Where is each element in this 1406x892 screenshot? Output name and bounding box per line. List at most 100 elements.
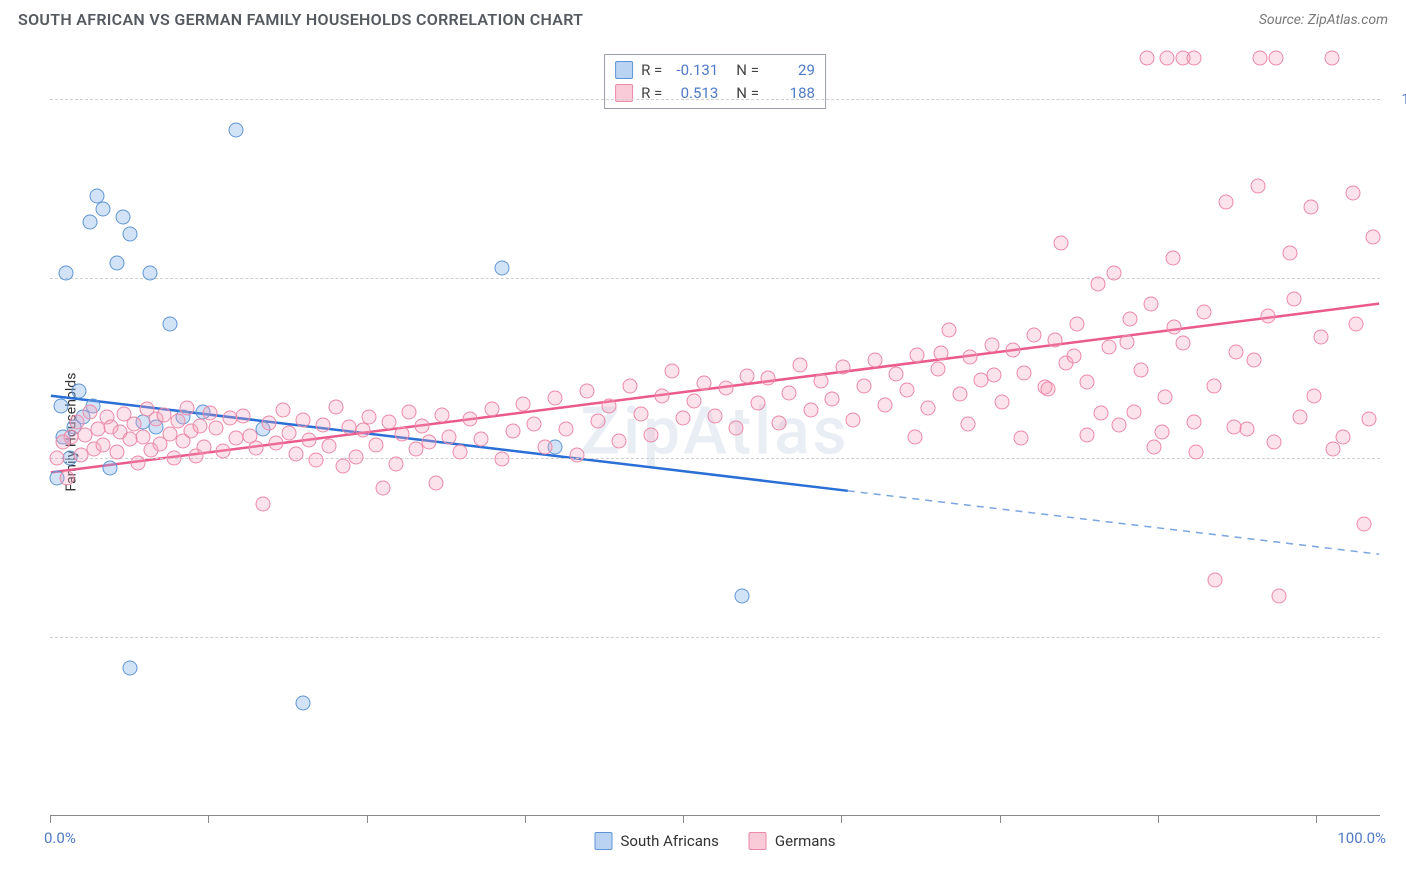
data-point <box>1101 340 1116 355</box>
data-point <box>96 201 111 216</box>
data-point <box>1069 317 1084 332</box>
data-point <box>1346 186 1361 201</box>
chart-title: SOUTH AFRICAN VS GERMAN FAMILY HOUSEHOLD… <box>18 10 583 29</box>
data-point <box>415 418 430 433</box>
data-point <box>348 449 363 464</box>
x-max-label: 100.0% <box>1337 829 1386 847</box>
data-point <box>1016 365 1031 380</box>
data-point <box>72 384 87 399</box>
y-tick-label: 82.5% <box>1390 269 1406 287</box>
data-point <box>856 378 871 393</box>
plot-surface: ZipAtlas R =-0.131N =29R =0.513N =188 47… <box>50 48 1380 816</box>
data-point <box>1197 305 1212 320</box>
gridline <box>50 637 1380 638</box>
data-point <box>102 460 117 475</box>
data-point <box>193 418 208 433</box>
data-point <box>686 394 701 409</box>
data-point <box>1067 349 1082 364</box>
data-point <box>302 433 317 448</box>
data-point <box>676 410 691 425</box>
y-tick-label: 47.5% <box>1390 628 1406 646</box>
data-point <box>708 408 723 423</box>
data-point <box>1140 51 1155 66</box>
n-value: 188 <box>767 82 815 105</box>
data-point <box>899 383 914 398</box>
r-value: 0.513 <box>670 82 718 105</box>
data-point <box>654 389 669 404</box>
data-point <box>1286 291 1301 306</box>
data-point <box>322 439 337 454</box>
x-tick <box>1316 815 1317 823</box>
data-point <box>1166 319 1181 334</box>
data-point <box>126 416 141 431</box>
data-point <box>739 368 754 383</box>
legend-label: South Africans <box>621 832 719 850</box>
data-point <box>1250 179 1265 194</box>
data-point <box>942 322 957 337</box>
x-tick <box>367 815 368 823</box>
correlation-stats-box: R =-0.131N =29R =0.513N =188 <box>604 54 826 109</box>
data-point <box>53 399 68 414</box>
data-point <box>590 413 605 428</box>
data-point <box>1293 409 1308 424</box>
data-point <box>920 401 935 416</box>
data-point <box>665 363 680 378</box>
data-point <box>1013 431 1028 446</box>
data-point <box>963 350 978 365</box>
data-point <box>569 447 584 462</box>
data-point <box>295 412 310 427</box>
data-point <box>814 373 829 388</box>
data-point <box>782 386 797 401</box>
data-point <box>1357 517 1372 532</box>
y-tick-label: 65.0% <box>1390 449 1406 467</box>
data-point <box>1271 588 1286 603</box>
data-point <box>162 317 177 332</box>
data-point <box>1261 309 1276 324</box>
data-point <box>355 422 370 437</box>
data-point <box>60 471 75 486</box>
chart-header: SOUTH AFRICAN VS GERMAN FAMILY HOUSEHOLD… <box>0 0 1406 35</box>
data-point <box>644 428 659 443</box>
data-point <box>442 430 457 445</box>
data-point <box>1314 329 1329 344</box>
gridline <box>50 458 1380 459</box>
data-point <box>1112 417 1127 432</box>
x-min-label: 0.0% <box>44 829 76 847</box>
legend-item: Germans <box>749 832 836 850</box>
data-point <box>734 588 749 603</box>
data-point <box>1165 250 1180 265</box>
data-point <box>395 427 410 442</box>
n-label: N = <box>736 59 759 82</box>
data-point <box>295 696 310 711</box>
data-point <box>58 266 73 281</box>
r-label: R = <box>641 82 662 105</box>
data-point <box>825 392 840 407</box>
data-point <box>215 444 230 459</box>
data-point <box>1107 266 1122 281</box>
data-point <box>548 391 563 406</box>
data-point <box>452 445 467 460</box>
data-point <box>612 434 627 449</box>
data-point <box>1189 445 1204 460</box>
data-point <box>179 401 194 416</box>
data-point <box>435 407 450 422</box>
r-label: R = <box>641 59 662 82</box>
data-point <box>952 387 967 402</box>
data-point <box>142 266 157 281</box>
data-point <box>1325 51 1340 66</box>
data-point <box>388 456 403 471</box>
data-point <box>1120 334 1135 349</box>
stats-row: R = 0.513 N = 188 <box>615 82 815 105</box>
data-point <box>1266 435 1281 450</box>
data-point <box>335 458 350 473</box>
data-point <box>505 423 520 438</box>
data-point <box>1093 405 1108 420</box>
data-point <box>402 404 417 419</box>
data-point <box>428 476 443 491</box>
n-label: N = <box>736 82 759 105</box>
x-tick <box>683 815 684 823</box>
data-point <box>1154 425 1169 440</box>
data-point <box>934 346 949 361</box>
data-point <box>761 370 776 385</box>
data-point <box>984 337 999 352</box>
